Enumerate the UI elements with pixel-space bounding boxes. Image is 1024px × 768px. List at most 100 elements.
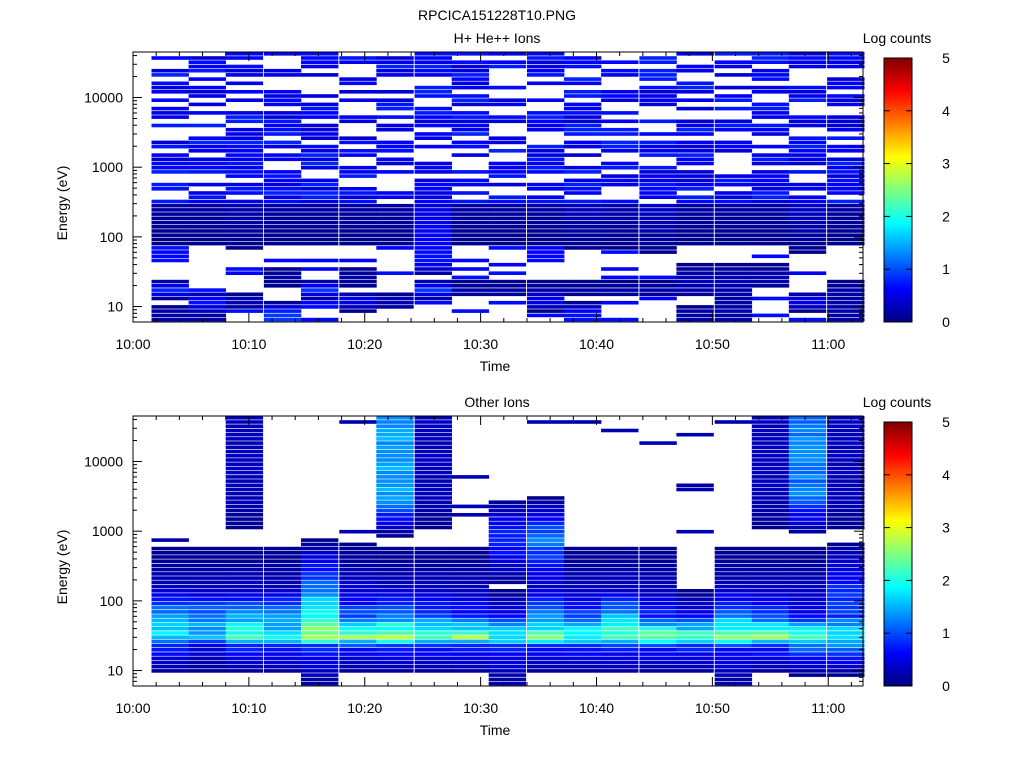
heatmap-cell bbox=[451, 275, 490, 280]
heatmap-cell bbox=[676, 635, 714, 639]
heatmap-cell bbox=[376, 437, 414, 441]
heatmap-cell bbox=[151, 85, 189, 90]
heatmap-cell bbox=[263, 241, 302, 246]
heatmap-cell bbox=[788, 504, 827, 509]
heatmap-cell bbox=[714, 203, 753, 208]
heatmap-cell bbox=[676, 157, 714, 162]
heatmap-cell bbox=[263, 199, 302, 204]
heatmap-cell bbox=[263, 300, 302, 305]
heatmap-cell bbox=[751, 241, 790, 246]
heatmap-cell bbox=[188, 216, 226, 221]
heatmap-cell bbox=[151, 309, 189, 313]
heatmap-cell bbox=[676, 153, 714, 157]
heatmap-cell bbox=[788, 416, 827, 420]
heatmap-cell bbox=[414, 664, 452, 669]
heatmap-cell bbox=[639, 610, 677, 614]
heatmap-cell bbox=[714, 174, 753, 178]
heatmap-cell bbox=[488, 203, 527, 208]
heatmap-cell bbox=[788, 521, 827, 526]
heatmap-cell bbox=[225, 73, 264, 77]
heatmap-cell bbox=[676, 241, 714, 246]
heatmap-cell bbox=[301, 567, 339, 572]
heatmap-cell bbox=[188, 580, 226, 585]
heatmap-cell bbox=[527, 241, 565, 246]
heatmap-cell bbox=[751, 610, 790, 614]
heatmap-cell bbox=[376, 567, 414, 572]
heatmap-cell bbox=[301, 136, 339, 140]
heatmap-cell bbox=[751, 635, 790, 639]
heatmap-cell bbox=[639, 144, 677, 149]
heatmap-cell bbox=[414, 220, 452, 225]
heatmap-cell bbox=[751, 178, 790, 183]
heatmap-cell bbox=[414, 296, 452, 301]
heatmap-cell bbox=[488, 208, 527, 212]
heatmap-cell bbox=[788, 584, 827, 589]
heatmap-cell bbox=[751, 127, 790, 132]
heatmap-cell bbox=[339, 622, 377, 627]
heatmap-cell bbox=[639, 149, 677, 153]
heatmap-cell bbox=[788, 212, 827, 216]
heatmap-cell bbox=[188, 589, 226, 593]
heatmap-cell bbox=[225, 576, 264, 580]
heatmap-cell bbox=[601, 589, 639, 593]
heatmap-cell bbox=[301, 165, 339, 170]
heatmap-cell bbox=[601, 241, 639, 246]
heatmap-cell bbox=[414, 631, 452, 635]
heatmap-cell bbox=[827, 441, 865, 445]
x-tick-label: 11:00 bbox=[811, 336, 845, 352]
heatmap-cell bbox=[751, 60, 790, 64]
heatmap-cell bbox=[527, 300, 565, 305]
heatmap-cell bbox=[827, 313, 865, 318]
heatmap-cell bbox=[414, 250, 452, 254]
heatmap-cell bbox=[827, 229, 865, 233]
heatmap-cell bbox=[564, 140, 602, 145]
heatmap-cell bbox=[827, 605, 865, 610]
colorbar-label-other: Log counts bbox=[863, 394, 932, 410]
x-tick-label: 10:10 bbox=[231, 336, 266, 352]
heatmap-cell bbox=[564, 559, 602, 563]
heatmap-cell bbox=[451, 199, 490, 204]
heatmap-cell bbox=[451, 551, 490, 555]
heatmap-cell bbox=[414, 115, 452, 119]
heatmap-cell bbox=[639, 555, 677, 559]
heatmap-cell bbox=[263, 132, 302, 136]
heatmap-cell bbox=[676, 68, 714, 73]
heatmap-cell bbox=[827, 174, 865, 178]
heatmap-cell bbox=[339, 90, 377, 94]
heatmap-cell bbox=[676, 622, 714, 627]
heatmap-cell bbox=[827, 279, 865, 284]
heatmap-cell bbox=[188, 559, 226, 563]
heatmap-cell bbox=[751, 428, 790, 433]
heatmap-cell bbox=[827, 225, 865, 229]
heatmap-cell bbox=[451, 52, 490, 56]
heatmap-cell bbox=[339, 212, 377, 216]
heatmap-cell bbox=[527, 220, 565, 225]
heatmap-cell bbox=[788, 292, 827, 297]
heatmap-cell bbox=[225, 127, 264, 132]
heatmap-cell bbox=[788, 458, 827, 462]
heatmap-cell bbox=[488, 639, 527, 644]
heatmap-cell bbox=[225, 521, 264, 526]
heatmap-cell bbox=[488, 284, 527, 288]
heatmap-cell bbox=[488, 119, 527, 124]
heatmap-cell bbox=[827, 77, 865, 81]
heatmap-cell bbox=[151, 233, 189, 237]
heatmap-cell bbox=[827, 500, 865, 504]
heatmap-cell bbox=[788, 216, 827, 221]
heatmap-cell bbox=[376, 563, 414, 568]
heatmap-cell bbox=[339, 648, 377, 652]
heatmap-cell bbox=[376, 487, 414, 492]
heatmap-cell bbox=[751, 466, 790, 471]
heatmap-cell bbox=[751, 313, 790, 318]
heatmap-cell bbox=[151, 250, 189, 254]
heatmap-cell bbox=[188, 597, 226, 601]
heatmap-cell bbox=[225, 68, 264, 73]
heatmap-cell bbox=[639, 597, 677, 601]
heatmap-cell bbox=[788, 237, 827, 242]
heatmap-cell bbox=[601, 246, 639, 250]
heatmap-cell bbox=[601, 300, 639, 305]
heatmap-cell bbox=[414, 52, 452, 56]
heatmap-cell bbox=[225, 233, 264, 237]
heatmap-cell bbox=[376, 626, 414, 631]
heatmap-cell bbox=[527, 115, 565, 119]
